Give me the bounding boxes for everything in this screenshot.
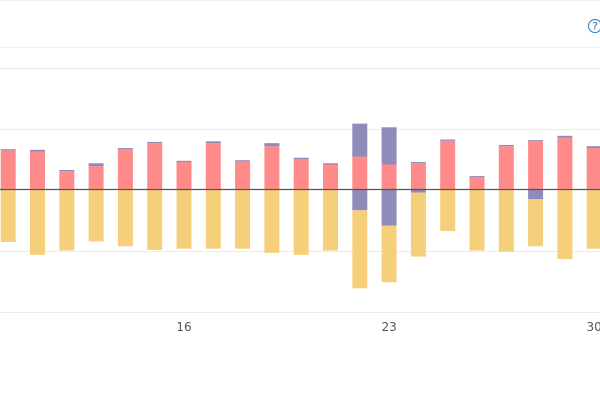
bar-segment-series-0[interactable]: [88, 166, 104, 190]
bar-segment-series-0[interactable]: [176, 162, 192, 190]
bar-segment-series-3[interactable]: [440, 189, 456, 231]
bar-segment-series-1[interactable]: [410, 162, 426, 164]
bar-segment-series-1[interactable]: [528, 140, 544, 142]
bar-stack-day-12[interactable]: [59, 169, 75, 251]
bar-stack-day-20[interactable]: [293, 157, 309, 255]
bar-stack-day-23[interactable]: [381, 127, 397, 283]
bar-segment-series-3[interactable]: [117, 189, 133, 247]
bar-segment-series-3[interactable]: [59, 189, 75, 251]
bar-segment-series-2[interactable]: [410, 189, 426, 193]
bar-stack-day-11[interactable]: [30, 149, 45, 255]
bar-segment-series-3[interactable]: [410, 192, 426, 257]
bars: [0, 123, 600, 289]
bar-segment-series-0[interactable]: [264, 146, 280, 190]
bar-stack-day-26[interactable]: [469, 176, 485, 251]
bar-stack-day-28[interactable]: [528, 140, 544, 247]
bar-segment-series-1[interactable]: [59, 169, 75, 172]
bar-segment-series-1[interactable]: [293, 157, 309, 159]
bar-segment-series-0[interactable]: [147, 143, 163, 190]
bar-segment-series-1[interactable]: [117, 148, 133, 150]
bar-segment-series-1[interactable]: [235, 160, 251, 162]
bar-segment-series-1[interactable]: [30, 149, 45, 152]
bar-segment-series-0[interactable]: [0, 150, 16, 190]
bar-stack-day-14[interactable]: [117, 148, 133, 247]
bar-segment-series-1[interactable]: [264, 143, 280, 147]
bar-segment-series-3[interactable]: [30, 189, 45, 255]
bar-segment-series-3[interactable]: [293, 189, 309, 255]
bar-stack-day-27[interactable]: [498, 144, 514, 252]
bar-stack-day-18[interactable]: [235, 160, 251, 249]
bar-segment-series-3[interactable]: [147, 189, 163, 250]
bar-segment-series-1[interactable]: [381, 127, 397, 165]
bar-stack-day-29[interactable]: [557, 135, 573, 260]
bar-segment-series-1[interactable]: [0, 149, 16, 151]
bar-stack-day-17[interactable]: [205, 141, 221, 249]
bar-segment-series-1[interactable]: [205, 141, 221, 144]
bar-segment-series-0[interactable]: [469, 177, 485, 190]
bar-segment-series-0[interactable]: [323, 164, 338, 190]
bar-stack-day-19[interactable]: [264, 143, 280, 253]
bar-segment-series-1[interactable]: [440, 139, 456, 141]
bar-segment-series-0[interactable]: [440, 140, 456, 190]
bar-segment-series-0[interactable]: [205, 143, 221, 190]
bar-segment-series-3[interactable]: [381, 225, 397, 283]
bar-segment-series-0[interactable]: [293, 159, 309, 190]
x-tick-label: 30: [587, 320, 600, 334]
bar-segment-series-3[interactable]: [235, 189, 251, 249]
bar-segment-series-3[interactable]: [498, 189, 514, 252]
bar-segment-series-3[interactable]: [586, 189, 600, 249]
bar-segment-series-0[interactable]: [528, 141, 544, 190]
bar-segment-series-3[interactable]: [176, 189, 192, 249]
bar-segment-series-0[interactable]: [117, 149, 133, 190]
bar-segment-series-0[interactable]: [557, 137, 573, 190]
bar-segment-series-0[interactable]: [498, 146, 514, 190]
bar-stack-day-10[interactable]: [0, 149, 16, 242]
bar-segment-series-0[interactable]: [381, 164, 397, 190]
x-tick-label: 16: [176, 320, 191, 334]
bar-segment-series-0[interactable]: [59, 171, 75, 190]
bar-segment-series-3[interactable]: [469, 189, 485, 251]
bar-segment-series-3[interactable]: [264, 189, 280, 253]
question-circle-icon[interactable]: ?: [588, 19, 600, 33]
bar-segment-series-1[interactable]: [469, 176, 485, 178]
bar-segment-series-2[interactable]: [381, 189, 397, 226]
bar-stack-day-30[interactable]: [586, 146, 600, 249]
bar-stack-day-21[interactable]: [323, 163, 338, 251]
bar-stack-day-15[interactable]: [147, 141, 163, 250]
bar-segment-series-3[interactable]: [205, 189, 221, 249]
bar-segment-series-1[interactable]: [88, 163, 104, 167]
bar-stack-day-25[interactable]: [440, 139, 456, 231]
bar-segment-series-3[interactable]: [528, 199, 544, 247]
bar-segment-series-1[interactable]: [147, 141, 163, 144]
bar-segment-series-3[interactable]: [557, 189, 573, 260]
bar-stack-day-24[interactable]: [410, 162, 426, 257]
bar-segment-series-3[interactable]: [0, 189, 16, 242]
bar-segment-series-1[interactable]: [352, 123, 368, 157]
bar-segment-series-0[interactable]: [410, 163, 426, 190]
x-axis-ticks: 16 23 30: [176, 320, 600, 334]
bar-segment-series-3[interactable]: [88, 189, 104, 242]
x-tick-label: 23: [381, 320, 396, 334]
bar-segment-series-1[interactable]: [586, 146, 600, 149]
bar-segment-series-0[interactable]: [235, 161, 251, 190]
bar-segment-series-3[interactable]: [323, 189, 338, 251]
bar-segment-series-0[interactable]: [586, 148, 600, 190]
bar-segment-series-1[interactable]: [557, 135, 573, 138]
bar-segment-series-1[interactable]: [498, 144, 514, 147]
bar-segment-series-2[interactable]: [352, 189, 368, 211]
bar-segment-series-3[interactable]: [352, 210, 368, 289]
bar-segment-series-1[interactable]: [323, 163, 338, 165]
bar-segment-series-2[interactable]: [528, 189, 544, 200]
bar-stack-day-22[interactable]: [352, 123, 368, 289]
bar-segment-series-0[interactable]: [352, 156, 368, 190]
bar-stack-day-13[interactable]: [88, 163, 104, 242]
bar-stack-day-16[interactable]: [176, 160, 192, 249]
bar-segment-series-1[interactable]: [176, 160, 192, 163]
bar-segment-series-0[interactable]: [30, 151, 45, 190]
